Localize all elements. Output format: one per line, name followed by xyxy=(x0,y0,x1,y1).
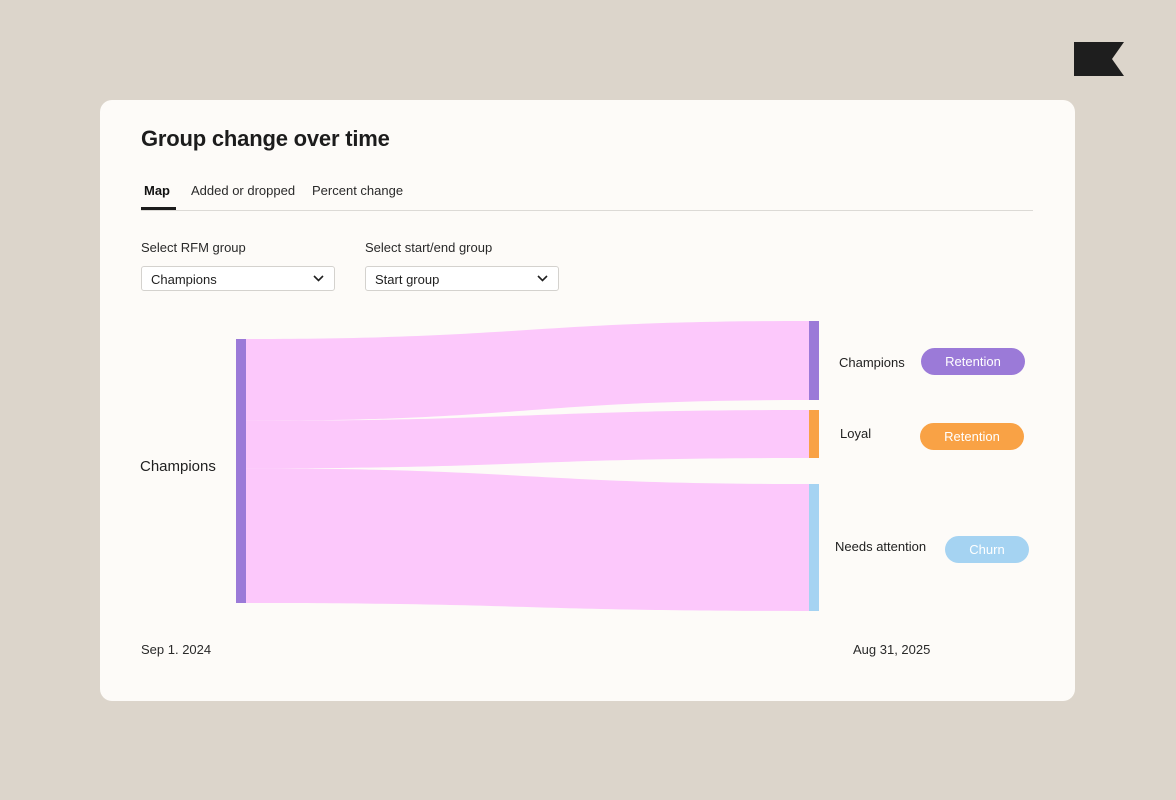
start-end-group-value: Start group xyxy=(375,272,440,287)
source-node-champions xyxy=(236,339,246,603)
rfm-group-label: Select RFM group xyxy=(141,240,246,255)
source-node-label: Champions xyxy=(140,458,216,475)
flow-band-loyal xyxy=(246,410,809,469)
tab-map[interactable]: Map xyxy=(144,183,170,198)
tab-bar: Map Added or dropped Percent change xyxy=(141,182,1033,211)
start-end-group-select[interactable]: Start group xyxy=(365,266,559,291)
retention-badge: Retention xyxy=(921,348,1025,375)
active-tab-indicator xyxy=(141,207,176,210)
target-node-needs-attention xyxy=(809,484,819,611)
retention-badge: Retention xyxy=(920,423,1024,450)
tab-percent-change[interactable]: Percent change xyxy=(312,183,404,198)
target-node-champions xyxy=(809,321,819,400)
flow-band-needs-attention xyxy=(246,468,809,611)
churn-badge: Churn xyxy=(945,536,1029,563)
tab-added-or-dropped[interactable]: Added or dropped xyxy=(191,183,296,198)
start-date: Sep 1. 2024 xyxy=(141,642,212,657)
target-label-champions: Champions xyxy=(839,355,905,370)
bookmark-flag-logo xyxy=(1074,42,1124,76)
target-label-needs-attention: Needs attention xyxy=(835,539,927,554)
start-end-group-label: Select start/end group xyxy=(365,240,493,255)
end-date: Aug 31, 2025 xyxy=(853,642,931,657)
flow-band-champions xyxy=(246,321,809,421)
card-title: Group change over time xyxy=(141,126,390,151)
chevron-down-icon xyxy=(537,275,548,282)
sankey-chart xyxy=(236,321,819,611)
rfm-group-value: Champions xyxy=(151,272,217,287)
target-label-loyal: Loyal xyxy=(840,426,872,441)
rfm-group-select[interactable]: Champions xyxy=(141,266,335,291)
target-node-loyal xyxy=(809,410,819,458)
group-change-card: Group change over time Map Added or drop… xyxy=(100,100,1075,701)
chevron-down-icon xyxy=(313,275,324,282)
